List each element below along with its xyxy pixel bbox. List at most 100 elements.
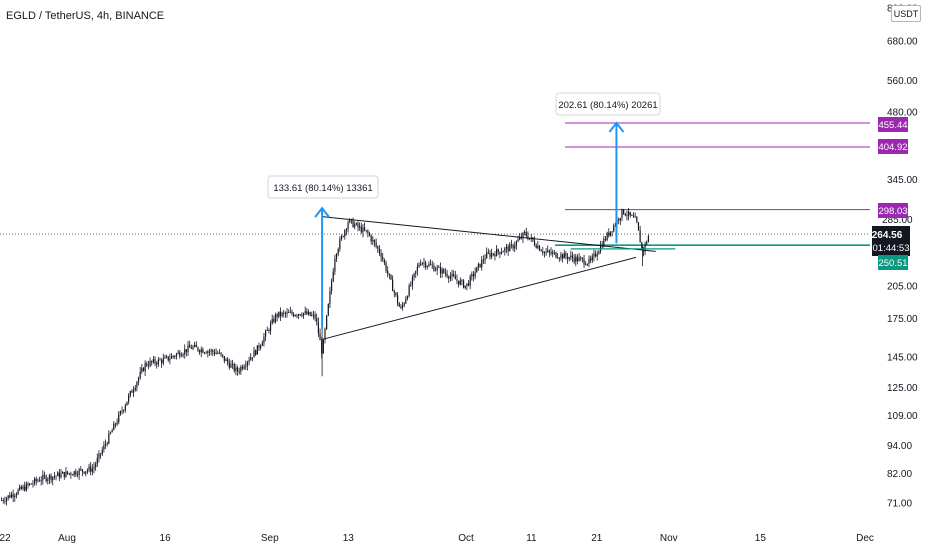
- candle-body: [126, 401, 128, 406]
- candle-body: [80, 469, 82, 471]
- x-tick-label: Nov: [660, 533, 678, 544]
- candle-body: [398, 303, 400, 307]
- candle-body: [101, 449, 103, 455]
- partial-tick-text: 285.00: [882, 215, 913, 226]
- candle-body: [401, 305, 404, 308]
- measure-label-right[interactable]: 202.61 (80.14%) 20261: [555, 92, 661, 116]
- candle-body: [113, 423, 115, 431]
- price-tag-298-text: 298.03: [878, 206, 907, 217]
- current-price-text: 264.56: [872, 230, 903, 241]
- candle-body: [271, 319, 273, 324]
- candle-body: [95, 464, 97, 468]
- candle-body: [190, 347, 192, 349]
- candle-body: [52, 476, 54, 481]
- candle-body: [458, 280, 460, 285]
- candle-body: [646, 242, 648, 244]
- candle-body: [10, 494, 13, 498]
- candle-body: [416, 266, 418, 271]
- candle-body: [86, 470, 88, 472]
- candle-body: [575, 256, 577, 262]
- candle-body: [497, 249, 499, 252]
- candle-body: [222, 354, 224, 356]
- candle-body: [576, 256, 579, 262]
- candle-body: [515, 241, 517, 246]
- candle-body: [162, 358, 164, 364]
- candle-body: [189, 345, 191, 348]
- candle-body: [238, 371, 240, 373]
- partial-tick: 285.00: [882, 215, 913, 226]
- candle-body: [309, 311, 311, 316]
- candle-body: [486, 252, 488, 259]
- candle-body: [491, 253, 493, 257]
- candle-body: [444, 272, 447, 274]
- candle-body: [25, 483, 27, 491]
- measure-arrow-head: [608, 121, 625, 133]
- y-tick-label: 82.00: [887, 469, 912, 480]
- candle-body: [476, 266, 478, 273]
- candle-body: [474, 272, 476, 277]
- measure-text-right: 202.61 (80.14%) 20261: [558, 100, 657, 111]
- candle-body: [316, 318, 318, 322]
- candle-body: [368, 233, 371, 236]
- candle-body: [418, 264, 420, 267]
- candle-body: [469, 276, 471, 286]
- candle-body: [20, 486, 22, 489]
- candle-body: [50, 475, 52, 481]
- candle-body: [137, 377, 140, 383]
- candle-body: [578, 257, 580, 262]
- y-axis: 800.00680.00560.00480.00345.00205.00175.…: [887, 3, 918, 509]
- candle-body: [425, 262, 427, 268]
- candle-body: [106, 443, 108, 445]
- candle-body: [218, 352, 220, 354]
- candle-body: [76, 474, 79, 476]
- candle-body: [146, 363, 148, 366]
- measure-label-left[interactable]: 133.61 (80.14%) 13361: [267, 175, 379, 199]
- candle-body: [266, 330, 268, 331]
- candle-body: [451, 274, 453, 277]
- candle-body: [618, 219, 620, 221]
- candle-body: [590, 258, 592, 261]
- candle-body: [441, 269, 443, 274]
- candle-body: [334, 258, 336, 272]
- candle-body: [180, 355, 183, 357]
- candle-body: [449, 276, 451, 279]
- candle-body: [647, 236, 649, 243]
- candle-body: [121, 410, 123, 412]
- candle-body: [151, 361, 153, 363]
- candle-body: [302, 313, 305, 316]
- candle-body: [433, 265, 435, 271]
- candle-body: [553, 252, 555, 254]
- candle-body: [260, 345, 262, 348]
- candle-body: [585, 264, 587, 266]
- candle-body: [555, 252, 557, 258]
- candle-body: [296, 315, 298, 317]
- candle-body: [603, 238, 605, 247]
- x-tick-label: 11: [526, 533, 537, 544]
- candle-body: [514, 245, 516, 249]
- candle-body: [312, 314, 315, 316]
- candle-body: [108, 433, 110, 444]
- y-tick-label: 145.00: [887, 352, 918, 363]
- candle-body: [179, 352, 181, 357]
- candle-body: [321, 340, 323, 354]
- candle-body: [481, 259, 483, 268]
- candle-body: [614, 224, 616, 226]
- candle-body: [104, 444, 107, 446]
- currency-selector[interactable]: USDT: [891, 5, 921, 22]
- candle-body: [557, 257, 559, 259]
- measure-arrows: [314, 121, 625, 329]
- candle-body: [91, 468, 93, 472]
- candle-body: [62, 472, 64, 474]
- candle-body: [73, 471, 75, 476]
- candle-body: [340, 236, 343, 240]
- x-tick-label: 15: [755, 533, 767, 544]
- candle-body: [604, 238, 607, 240]
- candle-body: [314, 314, 316, 319]
- candle-body: [461, 280, 463, 282]
- candle-body: [68, 473, 70, 475]
- price-tag-250-text: 250.51: [878, 258, 907, 269]
- candle-body: [393, 291, 395, 293]
- candle-body: [263, 336, 265, 343]
